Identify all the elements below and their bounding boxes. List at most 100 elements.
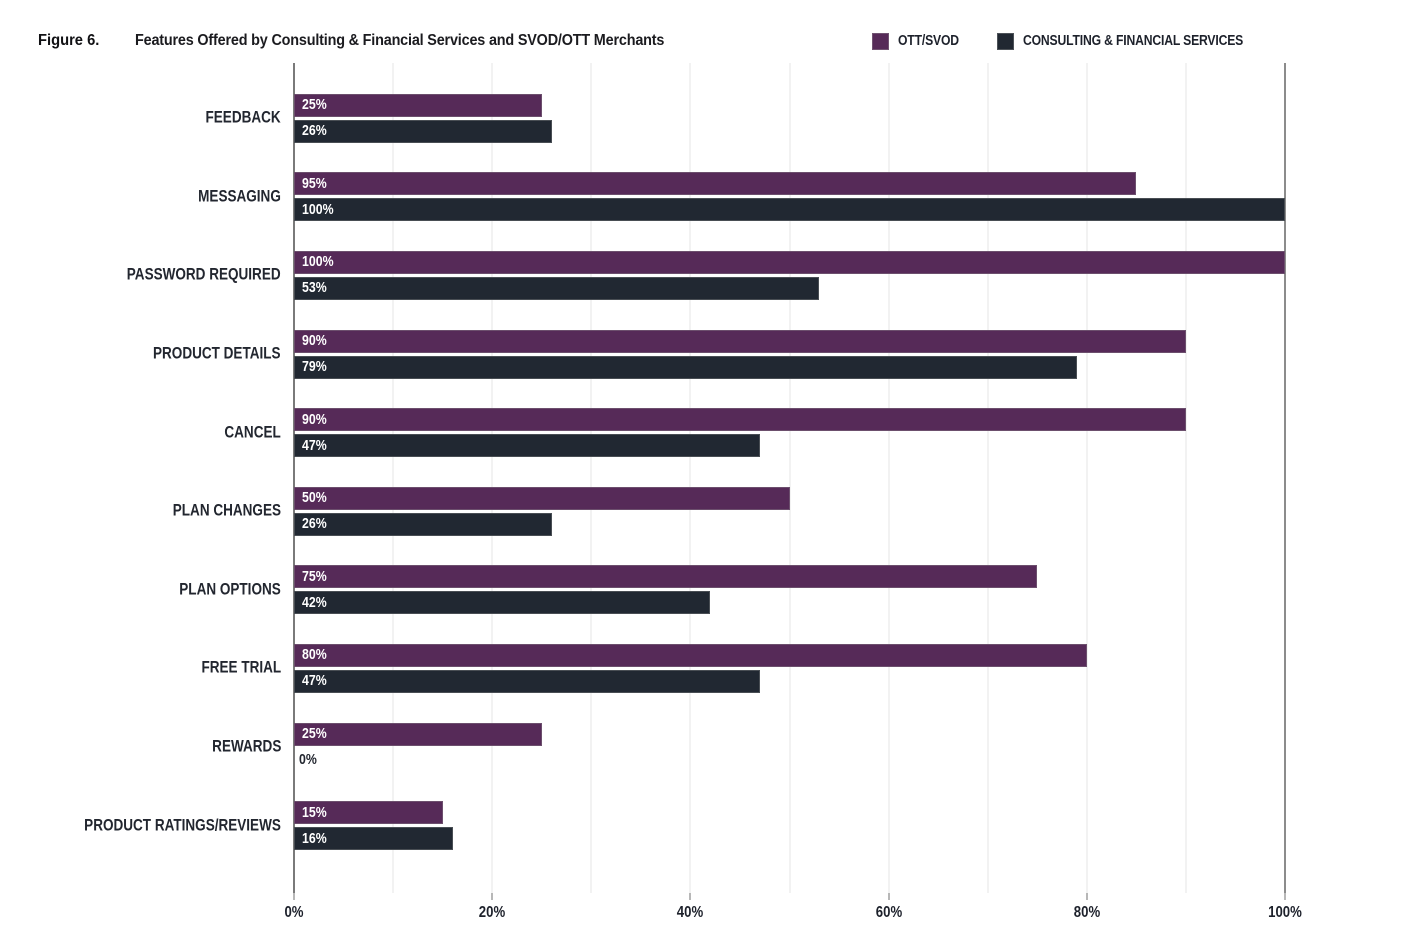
feature-row: CANCEL 90% 47% [225,393,1285,472]
x-tick-label: 100% [1265,904,1305,922]
consulting-financial-bar: 100% [294,198,1285,222]
bar-value-label: 16% [302,830,327,847]
grid-line [491,63,493,893]
bar-value-label: 79% [302,358,327,375]
ott-svod-bar: 80% [294,643,1087,667]
consulting-financial-bar: 26% [294,512,552,536]
x-tick-label-text: 100% [1268,904,1302,921]
feature-row: PLAN OPTIONS 75% 42% [180,551,1285,630]
category-label: PLAN CHANGES [149,502,281,521]
feature-row: FREE TRIAL 80% 47% [201,629,1285,708]
ott-svod-bar: 25% [294,93,542,117]
grid-line [987,63,989,893]
consulting-financial-bar: 47% [294,434,760,458]
x-tick-label-text: 0% [284,904,304,921]
bar-rows: FEEDBACK 25% 26% MESSAGING 95% 100% PASSWORD R… [84,79,1285,865]
x-tick-mark [491,893,493,900]
bar-value-label: 25% [302,725,327,742]
bar-value-label: 25% [302,97,327,114]
feature-row: FEEDBACK 25% 26% [206,79,1285,158]
category-label: PLAN OPTIONS [157,580,281,599]
grid-line [1086,63,1088,893]
legend-item: OTT/SVOD [872,32,971,50]
category-label: REWARDS [197,738,281,757]
x-tick-label: 0% [283,904,305,922]
figure-label: Figure 6. [38,32,100,49]
consulting-financial-bar: 79% [294,355,1077,379]
bar-value-label: 95% [302,175,327,192]
ott-svod-bar: 90% [294,408,1186,432]
category-label-text: MESSAGING [198,187,281,206]
x-tick-label-text: 80% [1073,904,1100,921]
bar-value-label: 90% [302,332,327,349]
consulting-financial-bar: 26% [294,119,552,143]
ott-svod-bar: 75% [294,565,1038,589]
bar-value-label: 47% [302,437,327,454]
feature-row: PLAN CHANGES 50% 26% [173,472,1285,551]
bar-value-label: 75% [302,568,327,585]
x-tick-label: 20% [477,904,508,922]
legend-label: OTT/SVOD [898,33,960,49]
category-label-text: CANCEL [224,423,281,442]
category-label-text: REWARDS [211,737,281,756]
grid-line [789,63,790,893]
x-tick-mark [1284,893,1286,900]
bar-value-label: 100% [302,201,334,218]
feature-row: REWARDS 25% 0% [212,708,1285,787]
x-tick-label: 40% [675,904,706,922]
grid-line [689,63,691,893]
grid-line [1185,63,1187,893]
ott-svod-bar: 25% [294,722,542,746]
x-tick-label-text: 60% [875,904,902,921]
bar-value-label: 26% [302,516,327,533]
legend-item: CONSULTING & FINANCIAL SERVICES [996,32,1285,50]
category-label: FREE TRIAL [184,659,281,678]
category-label-text: FEEDBACK [205,108,281,127]
bar-value-label: 47% [302,673,327,690]
category-label: PASSWORD REQUIRED [93,266,281,285]
x-tick-label: 60% [873,904,904,922]
consulting-financial-bar: 53% [294,276,820,300]
category-label-text: PRODUCT DETAILS [153,344,281,363]
bar-value-label: 90% [302,411,327,428]
x-tick-mark [293,893,295,900]
x-tick-mark [689,893,691,900]
category-label-text: PLAN CHANGES [172,501,281,520]
bar-value-label: 0% [299,751,317,768]
bar-value-label: 50% [302,490,327,507]
legend: OTT/SVOD CONSULTING & FINANCIAL SERVICES [846,32,1285,50]
x-tick-mark [888,893,890,900]
bar-value-label: 26% [302,123,327,140]
consulting-financial-bar: 42% [294,591,711,615]
bar-value-label: 100% [302,254,334,271]
bar-value-label: 15% [302,804,327,821]
x-tick-label-text: 20% [478,904,506,921]
ott-svod-bar: 100% [294,250,1285,274]
bar-value-label: 80% [302,647,327,664]
category-label: MESSAGING [180,187,281,206]
y-axis-line [293,63,295,893]
chart-header: Figure 6. Features Offered by Consulting… [0,0,1417,62]
bar-value-label: 53% [302,280,327,297]
feature-row: MESSAGING 95% 100% [198,158,1285,237]
x-tick-label-text: 40% [677,904,704,921]
ott-svod-bar: 15% [294,801,443,825]
legend-label: CONSULTING & FINANCIAL SERVICES [1022,33,1244,49]
legend-swatch [872,32,890,50]
category-label-text: PLAN OPTIONS [179,580,281,599]
category-label: FEEDBACK [189,109,281,128]
ott-svod-bar: 50% [294,486,790,510]
feature-row: PASSWORD REQUIRED 100% 53% [127,236,1285,315]
grid-line [392,63,394,893]
grid-line [590,63,592,893]
category-label: PRODUCT DETAILS [125,345,281,364]
feature-row: PRODUCT DETAILS 90% 79% [153,315,1285,394]
plot-area: 0% 20% 40% 60% 80% 100% [284,63,1302,921]
ott-svod-bar: 90% [294,329,1186,353]
consulting-financial-bar: 16% [294,827,453,851]
category-label-text: PRODUCT RATINGS/REVIEWS [84,816,281,835]
figure-title: Features Offered by Consulting & Financi… [134,32,664,49]
x-tick-label: 80% [1071,904,1102,922]
plot-right-line [1284,63,1286,893]
